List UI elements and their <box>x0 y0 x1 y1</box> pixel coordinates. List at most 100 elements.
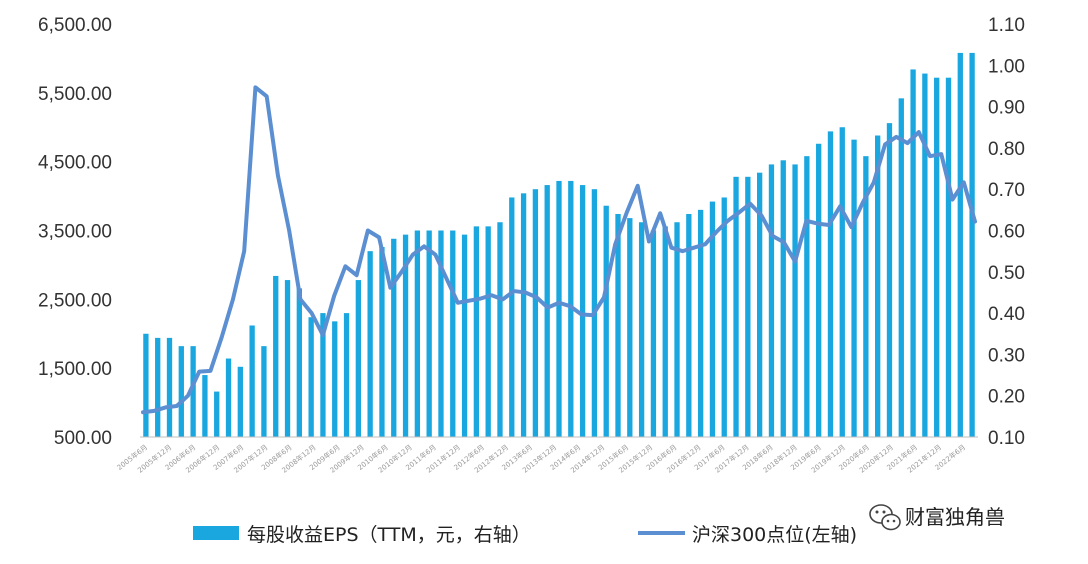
watermark: 财富独角兽 <box>869 504 1005 531</box>
x-axis: 2005年6月2005年12月2006年6月2006年12月2007年6月200… <box>115 442 967 474</box>
eps-bar <box>721 197 727 437</box>
eps-bar <box>792 164 798 438</box>
csi300-line <box>141 85 977 415</box>
right-y-tick-label: 0.80 <box>988 139 1025 160</box>
eps-bar <box>261 346 267 437</box>
eps-bar <box>603 205 609 437</box>
eps-bar <box>190 346 196 437</box>
eps-bar <box>697 209 704 437</box>
eps-bar <box>509 197 515 437</box>
eps-bar <box>178 346 184 437</box>
left-y-tick-label: 500.00 <box>54 428 112 449</box>
eps-bar <box>922 73 928 437</box>
eps-bar <box>379 247 385 437</box>
right-y-tick-label: 0.70 <box>988 180 1025 201</box>
eps-bar <box>745 176 751 437</box>
eps-bar <box>320 313 326 437</box>
eps-bar <box>839 127 845 437</box>
eps-bar <box>485 226 491 437</box>
legend-line-label: 沪深300点位(左轴) <box>692 524 857 546</box>
eps-bars <box>143 52 975 438</box>
eps-bar <box>166 337 173 437</box>
eps-bar <box>332 321 338 437</box>
eps-bar <box>709 201 716 437</box>
eps-bar <box>686 213 692 437</box>
right-y-axis: 1.10 1.00 0.90 0.80 0.70 0.60 0.50 0.40 0.30 0.20… <box>988 15 1025 449</box>
eps-bar <box>438 230 444 437</box>
eps-bar <box>934 77 940 437</box>
eps-bar <box>308 317 314 437</box>
legend-bar-label: 每股收益EPS（TTM，元，右轴） <box>247 524 531 546</box>
eps-bar <box>898 98 904 437</box>
eps-bar <box>945 77 952 437</box>
left-y-axis: 6,500.00 5,500.00 4,500.00 3,500.00 2,500.00… <box>38 15 112 449</box>
eps-bar <box>273 275 279 437</box>
left-y-tick-label: 5,500.00 <box>38 84 112 105</box>
eps-bar <box>768 164 775 438</box>
left-y-tick-label: 1,500.00 <box>38 359 112 380</box>
right-y-tick-label: 0.40 <box>988 304 1025 325</box>
eps-bar <box>343 313 350 437</box>
eps-bar <box>650 230 657 437</box>
eps-bar <box>296 288 302 437</box>
eps-bar <box>615 213 621 437</box>
eps-bar <box>638 222 645 437</box>
legend-bar-swatch <box>193 526 239 540</box>
left-y-tick-label: 4,500.00 <box>38 153 112 174</box>
right-y-tick-label: 0.10 <box>988 428 1025 449</box>
eps-bar <box>674 222 680 437</box>
eps-bar <box>875 135 881 437</box>
eps-bar <box>143 333 149 437</box>
eps-bar <box>237 366 243 437</box>
eps-bar <box>556 180 562 437</box>
right-y-tick-label: 0.50 <box>988 263 1025 284</box>
eps-bar <box>402 234 409 437</box>
eps-bar <box>733 176 739 437</box>
eps-bar <box>957 52 963 437</box>
eps-bar <box>804 156 810 437</box>
eps-bar <box>532 189 539 437</box>
eps-bar <box>249 325 255 437</box>
eps-bar <box>450 230 456 437</box>
eps-bar <box>662 226 668 437</box>
eps-bar <box>391 238 397 437</box>
right-y-tick-label: 1.00 <box>988 56 1025 77</box>
eps-bar <box>520 193 527 437</box>
eps-bar <box>497 222 503 437</box>
eps-bar <box>225 358 232 437</box>
eps-bar <box>473 226 480 437</box>
eps-bar <box>579 185 586 437</box>
left-y-tick-label: 3,500.00 <box>38 222 112 243</box>
wechat-icon <box>869 504 901 531</box>
left-y-tick-label: 6,500.00 <box>38 15 112 36</box>
right-y-tick-label: 0.20 <box>988 387 1025 408</box>
eps-bar <box>910 69 916 438</box>
eps-bar <box>202 375 208 437</box>
legend: 每股收益EPS（TTM，元，右轴） 沪深300点位(左轴) <box>193 524 857 546</box>
eps-bar <box>851 139 857 437</box>
eps-bar <box>886 123 893 438</box>
eps-bar <box>214 391 220 437</box>
right-y-tick-label: 0.90 <box>988 98 1025 119</box>
eps-bar <box>414 230 421 437</box>
eps-bar <box>284 280 291 437</box>
eps-bar <box>461 234 468 437</box>
eps-bar <box>544 185 550 437</box>
eps-bar <box>827 131 834 437</box>
eps-bar <box>426 230 432 437</box>
csi300-line-path <box>141 85 977 415</box>
eps-bar <box>969 52 975 437</box>
eps-bar <box>627 218 633 437</box>
right-y-tick-label: 0.30 <box>988 345 1025 366</box>
eps-bar <box>863 156 869 437</box>
right-y-tick-label: 0.60 <box>988 222 1025 243</box>
eps-bar <box>756 172 763 437</box>
eps-bar <box>816 143 822 437</box>
eps-bar <box>780 160 786 438</box>
watermark-text: 财富独角兽 <box>905 505 1005 529</box>
eps-bar <box>367 251 373 437</box>
left-y-tick-label: 2,500.00 <box>38 290 112 311</box>
right-y-tick-label: 1.10 <box>988 15 1025 36</box>
eps-bar <box>155 337 161 437</box>
